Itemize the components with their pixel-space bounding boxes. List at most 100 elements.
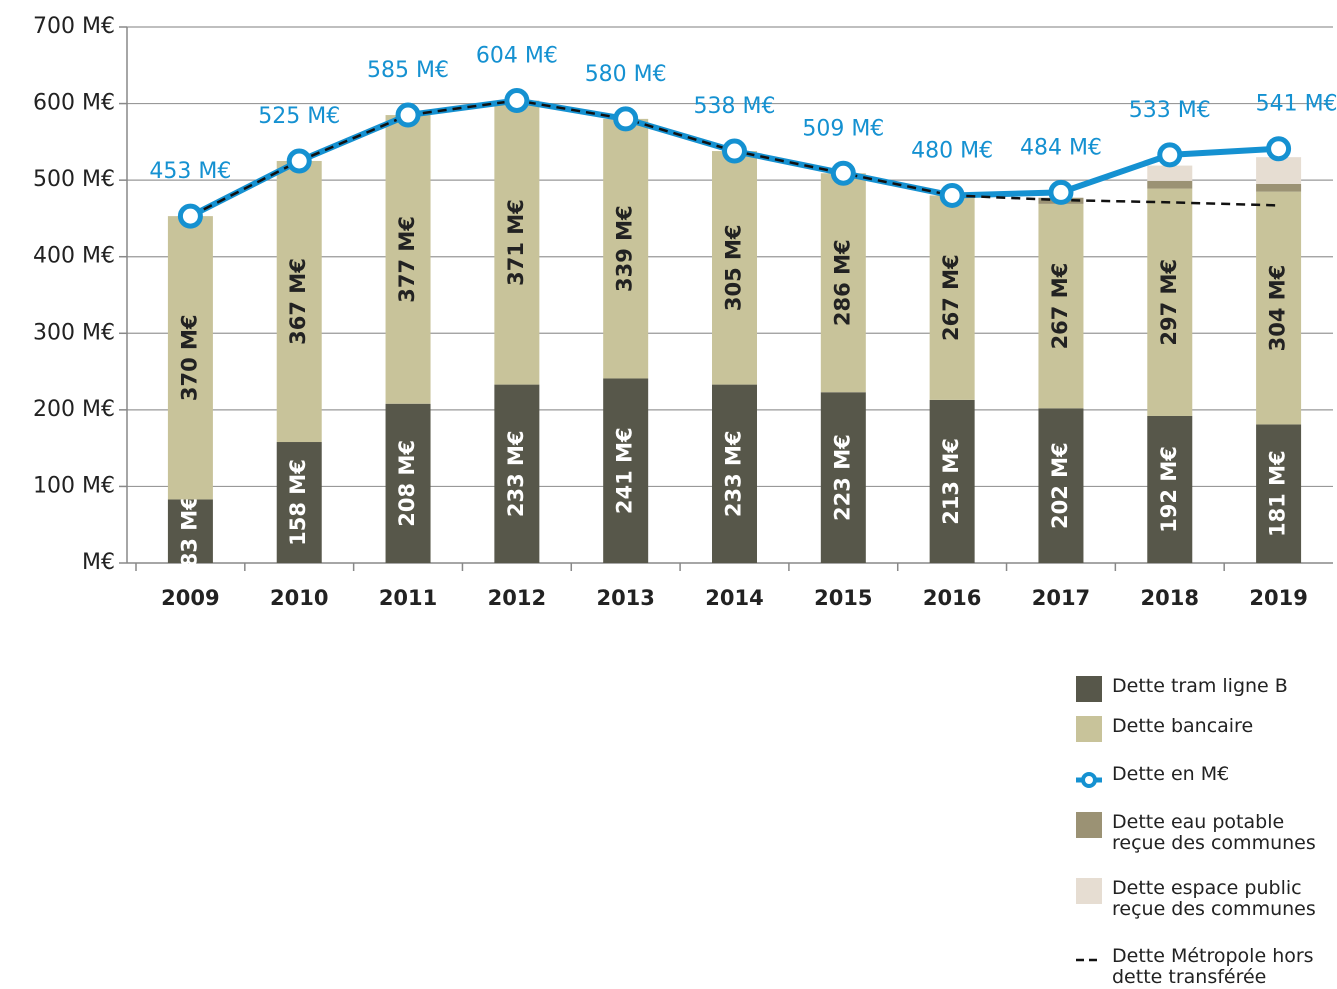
legend-item: Dette en M€ xyxy=(1076,764,1337,790)
bar-label: 202 M€ xyxy=(1048,442,1072,529)
bar-segment xyxy=(712,384,757,563)
line-point xyxy=(1266,136,1292,162)
legend-item: Dette Métropole hors dette transférée xyxy=(1076,946,1337,988)
bar-label: 377 M€ xyxy=(395,216,419,303)
x-tick-label: 2017 xyxy=(1032,586,1090,610)
bar-label: 304 M€ xyxy=(1266,265,1290,352)
line-point xyxy=(504,88,530,114)
bar-segment xyxy=(1256,157,1302,184)
y-tick-label: 500 M€ xyxy=(33,167,115,192)
legend-label: Dette Métropole hors dette transférée xyxy=(1112,945,1314,988)
bar-label: 367 M€ xyxy=(286,258,310,345)
bar-segment xyxy=(385,403,431,563)
y-tick-label: 100 M€ xyxy=(33,473,115,498)
bar-segment xyxy=(712,151,757,385)
legend-swatch xyxy=(1076,716,1102,742)
y-tick-label: 400 M€ xyxy=(33,244,115,269)
bar-label: 241 M€ xyxy=(613,427,637,514)
bar-label: 286 M€ xyxy=(830,239,854,326)
line-label: 525 M€ xyxy=(258,104,340,129)
bar-label: 213 M€ xyxy=(939,438,963,525)
bar-label: 305 M€ xyxy=(722,224,746,311)
bar-label: 267 M€ xyxy=(939,254,963,341)
line-label: 585 M€ xyxy=(367,58,449,83)
legend-label: Dette tram ligne B xyxy=(1112,675,1288,697)
bar-segment xyxy=(603,378,649,563)
bar-segment xyxy=(1038,408,1084,563)
line-point xyxy=(395,102,421,128)
legend-swatch xyxy=(1076,878,1102,904)
line-point xyxy=(1048,179,1074,205)
line-point xyxy=(177,203,203,229)
bar-segment xyxy=(929,399,975,563)
x-tick-label: 2010 xyxy=(270,586,328,610)
x-tick-label: 2012 xyxy=(488,586,546,610)
y-tick-label: M€ xyxy=(82,550,115,575)
bar-segment xyxy=(820,392,866,563)
legend-swatch xyxy=(1076,958,1102,962)
bar-segment xyxy=(167,216,213,500)
legend-item: Dette eau potable reçue des communes xyxy=(1076,812,1337,854)
bar-label: 181 M€ xyxy=(1266,450,1290,537)
line-point xyxy=(722,138,747,164)
bar-segment xyxy=(1147,188,1193,416)
bar-segment xyxy=(1038,203,1084,409)
legend-item: Dette bancaire xyxy=(1076,716,1337,742)
bar-label: 192 M€ xyxy=(1157,446,1181,533)
x-tick-label: 2019 xyxy=(1249,586,1307,610)
y-tick-label: 700 M€ xyxy=(33,14,115,39)
bar-label: 233 M€ xyxy=(504,430,528,517)
legend-swatch xyxy=(1076,812,1102,838)
line-label: 538 M€ xyxy=(694,94,776,119)
bar-segment xyxy=(603,118,649,379)
bar-segment xyxy=(167,499,213,563)
bar-segment xyxy=(1256,424,1302,563)
y-tick-label: 300 M€ xyxy=(33,320,115,345)
bar-segment xyxy=(276,161,322,443)
bar-label: 158 M€ xyxy=(286,459,310,546)
line-label: 480 M€ xyxy=(911,138,993,163)
bar-segment xyxy=(1147,165,1193,181)
line-label: 453 M€ xyxy=(149,159,231,184)
x-tick-label: 2011 xyxy=(379,586,437,610)
bar-segment xyxy=(494,384,540,563)
legend-label: Dette espace public reçue des communes xyxy=(1112,877,1316,920)
line-point xyxy=(939,182,965,208)
legend-item: Dette espace public reçue des communes xyxy=(1076,878,1337,920)
x-tick-label: 2016 xyxy=(923,586,981,610)
bar-segment xyxy=(385,115,431,404)
bar-segment xyxy=(1256,191,1302,425)
line-label: 533 M€ xyxy=(1129,98,1211,123)
x-tick-label: 2013 xyxy=(596,586,654,610)
x-tick-label: 2014 xyxy=(705,586,763,610)
line-point xyxy=(286,148,312,174)
line-label: 484 M€ xyxy=(1020,135,1102,160)
bar-label: 208 M€ xyxy=(395,440,419,527)
x-tick-label: 2009 xyxy=(161,586,219,610)
line-label: 509 M€ xyxy=(802,116,884,141)
bar-segment xyxy=(276,442,322,563)
bar-label: 233 M€ xyxy=(722,430,746,517)
legend-item: Dette tram ligne B xyxy=(1076,676,1337,702)
line-label: 541 M€ xyxy=(1256,92,1337,117)
x-tick-label: 2018 xyxy=(1141,586,1199,610)
line-point xyxy=(613,106,639,132)
x-tick-label: 2015 xyxy=(814,586,872,610)
bar-segment xyxy=(1147,180,1193,189)
legend-label: Dette eau potable reçue des communes xyxy=(1112,811,1316,854)
bar-label: 83 M€ xyxy=(177,495,201,567)
bar-label: 223 M€ xyxy=(830,434,854,521)
bar-label: 370 M€ xyxy=(177,314,201,401)
bar-label: 267 M€ xyxy=(1048,263,1072,350)
legend-label: Dette en M€ xyxy=(1112,763,1230,785)
line-point xyxy=(1157,142,1183,168)
bar-segment xyxy=(1147,415,1193,563)
legend-swatch xyxy=(1076,772,1102,788)
y-tick-label: 200 M€ xyxy=(33,397,115,422)
bar-segment xyxy=(929,195,975,400)
line-point xyxy=(830,160,856,186)
legend-swatch xyxy=(1076,676,1102,702)
bar-segment xyxy=(494,100,540,385)
